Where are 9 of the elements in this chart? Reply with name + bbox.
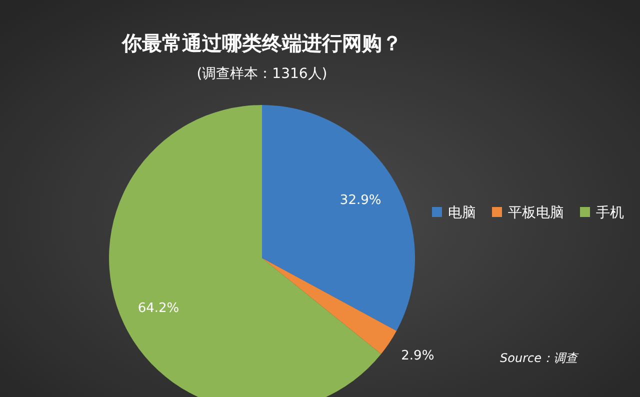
chart-subtitle: (调查样本：1316人): [196, 66, 328, 82]
legend-label: 手机: [596, 204, 624, 221]
legend-label: 电脑: [448, 204, 476, 221]
data-label: 32.9%: [340, 192, 382, 208]
chart-title: 你最常通过哪类终端进行网购？: [121, 31, 402, 55]
data-label: 64.2%: [138, 301, 180, 316]
legend-label: 平板电脑: [508, 204, 564, 221]
data-label: 2.9%: [401, 348, 434, 364]
source-note: Source：调查: [500, 351, 580, 365]
